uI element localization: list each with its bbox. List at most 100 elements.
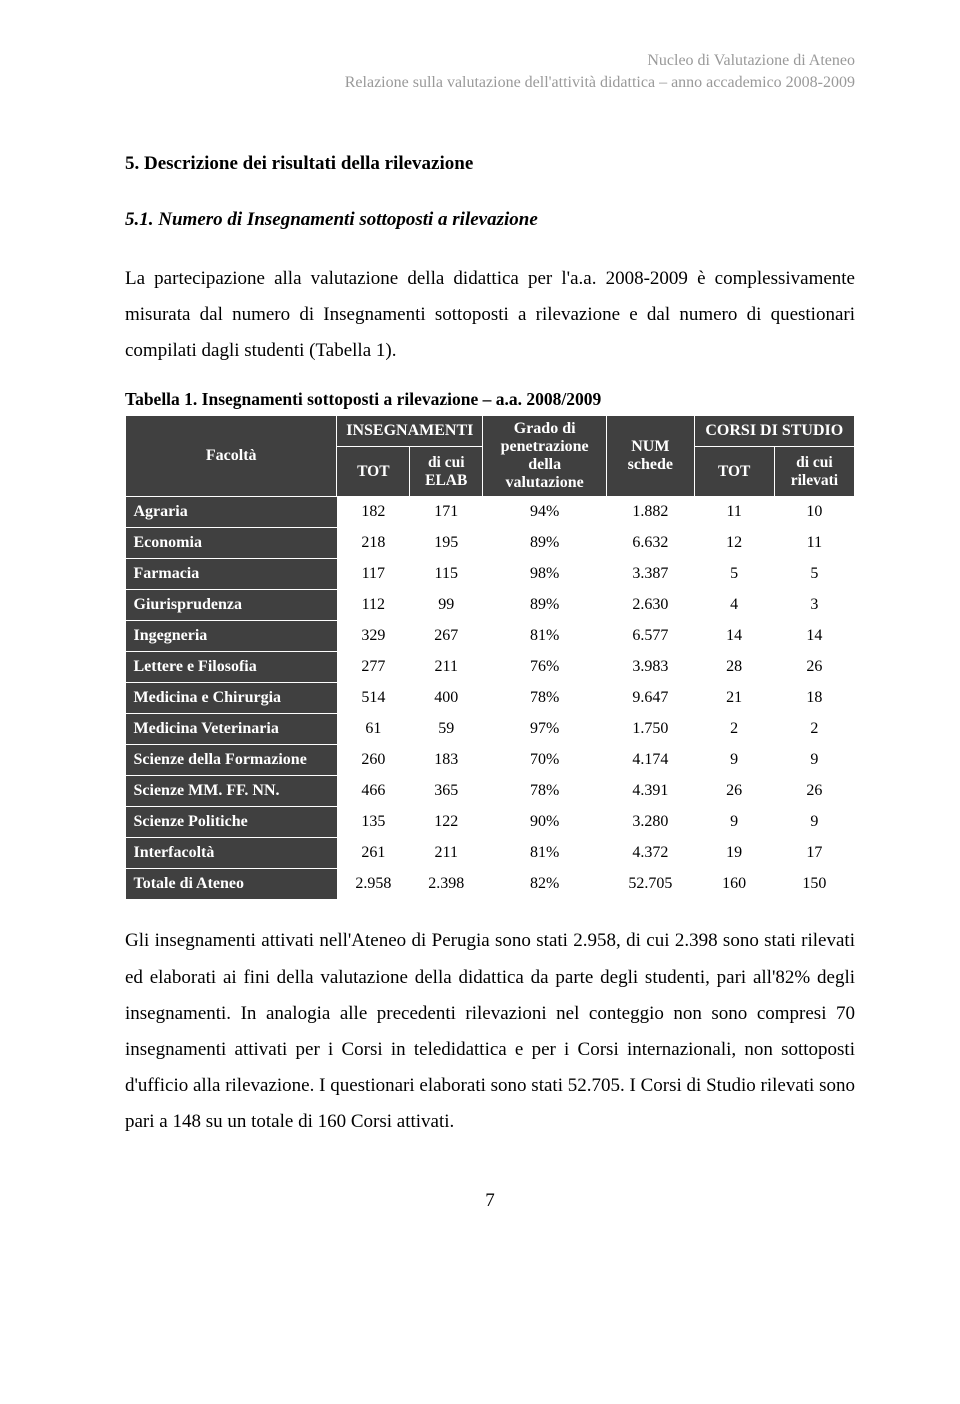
table-row: Totale di Ateneo2.9582.39882%52.70516015…	[126, 869, 855, 900]
table-row: Scienze Politiche13512290%3.28099	[126, 807, 855, 838]
cell-value: 2	[694, 714, 774, 745]
table-row: Farmacia11711598%3.38755	[126, 559, 855, 590]
page-container: Nucleo di Valutazione di Ateneo Relazion…	[0, 0, 960, 1252]
col-elab: di cui ELAB	[410, 446, 483, 497]
data-table: Facoltà INSEGNAMENTI Grado di penetrazio…	[125, 416, 855, 899]
table-head: Facoltà INSEGNAMENTI Grado di penetrazio…	[126, 416, 855, 497]
cell-value: 94%	[483, 497, 607, 528]
col-num-schede: NUM schede	[607, 416, 694, 497]
col-tot-2: TOT	[694, 446, 774, 497]
table-row: Scienze MM. FF. NN.46636578%4.3912626	[126, 776, 855, 807]
cell-value: 28	[694, 652, 774, 683]
cell-value: 4.391	[607, 776, 694, 807]
cell-value: 3.387	[607, 559, 694, 590]
cell-value: 329	[337, 621, 410, 652]
cell-value: 3.280	[607, 807, 694, 838]
row-label: Economia	[126, 528, 337, 559]
cell-value: 70%	[483, 745, 607, 776]
cell-value: 10	[774, 497, 854, 528]
table-row: Agraria18217194%1.8821110	[126, 497, 855, 528]
paragraph-1: La partecipazione alla valutazione della…	[125, 261, 855, 369]
subsection-title: 5.1. Numero di Insegnamenti sottoposti a…	[125, 209, 855, 231]
cell-value: 14	[694, 621, 774, 652]
cell-value: 115	[410, 559, 483, 590]
page-header: Nucleo di Valutazione di Ateneo Relazion…	[125, 50, 855, 93]
cell-value: 6.577	[607, 621, 694, 652]
cell-value: 160	[694, 869, 774, 900]
row-label: Medicina e Chirurgia	[126, 683, 337, 714]
cell-value: 2	[774, 714, 854, 745]
cell-value: 11	[694, 497, 774, 528]
col-insegnamenti: INSEGNAMENTI	[337, 416, 483, 446]
cell-value: 277	[337, 652, 410, 683]
cell-value: 82%	[483, 869, 607, 900]
cell-value: 2.958	[337, 869, 410, 900]
cell-value: 9	[694, 745, 774, 776]
cell-value: 89%	[483, 528, 607, 559]
table-caption: Tabella 1. Insegnamenti sottoposti a ril…	[125, 389, 855, 410]
cell-value: 26	[694, 776, 774, 807]
cell-value: 2.630	[607, 590, 694, 621]
cell-value: 171	[410, 497, 483, 528]
cell-value: 90%	[483, 807, 607, 838]
cell-value: 182	[337, 497, 410, 528]
cell-value: 5	[774, 559, 854, 590]
cell-value: 97%	[483, 714, 607, 745]
cell-value: 267	[410, 621, 483, 652]
cell-value: 26	[774, 776, 854, 807]
row-label: Interfacoltà	[126, 838, 337, 869]
col-rilevati: di cui rilevati	[774, 446, 854, 497]
header-line-1: Nucleo di Valutazione di Ateneo	[125, 50, 855, 72]
cell-value: 218	[337, 528, 410, 559]
paragraph-2: Gli insegnamenti attivati nell'Ateneo di…	[125, 923, 855, 1140]
cell-value: 183	[410, 745, 483, 776]
cell-value: 81%	[483, 621, 607, 652]
cell-value: 81%	[483, 838, 607, 869]
cell-value: 61	[337, 714, 410, 745]
row-label: Giurisprudenza	[126, 590, 337, 621]
cell-value: 21	[694, 683, 774, 714]
cell-value: 4.372	[607, 838, 694, 869]
row-label: Agraria	[126, 497, 337, 528]
page-number: 7	[125, 1190, 855, 1212]
row-label: Scienze della Formazione	[126, 745, 337, 776]
cell-value: 1.750	[607, 714, 694, 745]
row-label: Lettere e Filosofia	[126, 652, 337, 683]
cell-value: 1.882	[607, 497, 694, 528]
row-label: Scienze Politiche	[126, 807, 337, 838]
cell-value: 17	[774, 838, 854, 869]
cell-value: 52.705	[607, 869, 694, 900]
cell-value: 14	[774, 621, 854, 652]
section-title: 5. Descrizione dei risultati della rilev…	[125, 153, 855, 175]
table-row: Giurisprudenza1129989%2.63043	[126, 590, 855, 621]
cell-value: 117	[337, 559, 410, 590]
cell-value: 6.632	[607, 528, 694, 559]
cell-value: 9	[774, 745, 854, 776]
cell-value: 78%	[483, 776, 607, 807]
cell-value: 12	[694, 528, 774, 559]
cell-value: 260	[337, 745, 410, 776]
cell-value: 9.647	[607, 683, 694, 714]
cell-value: 261	[337, 838, 410, 869]
header-line-2: Relazione sulla valutazione dell'attivit…	[125, 72, 855, 94]
cell-value: 122	[410, 807, 483, 838]
cell-value: 2.398	[410, 869, 483, 900]
cell-value: 466	[337, 776, 410, 807]
cell-value: 4.174	[607, 745, 694, 776]
cell-value: 150	[774, 869, 854, 900]
col-facolta: Facoltà	[126, 416, 337, 497]
cell-value: 9	[694, 807, 774, 838]
cell-value: 9	[774, 807, 854, 838]
cell-value: 78%	[483, 683, 607, 714]
row-label: Scienze MM. FF. NN.	[126, 776, 337, 807]
table-row: Medicina Veterinaria615997%1.75022	[126, 714, 855, 745]
col-grado: Grado di penetrazione della valutazione	[483, 416, 607, 497]
table-row: Ingegneria32926781%6.5771414	[126, 621, 855, 652]
cell-value: 76%	[483, 652, 607, 683]
cell-value: 18	[774, 683, 854, 714]
table-row: Economia21819589%6.6321211	[126, 528, 855, 559]
row-label: Medicina Veterinaria	[126, 714, 337, 745]
cell-value: 211	[410, 838, 483, 869]
cell-value: 135	[337, 807, 410, 838]
cell-value: 195	[410, 528, 483, 559]
